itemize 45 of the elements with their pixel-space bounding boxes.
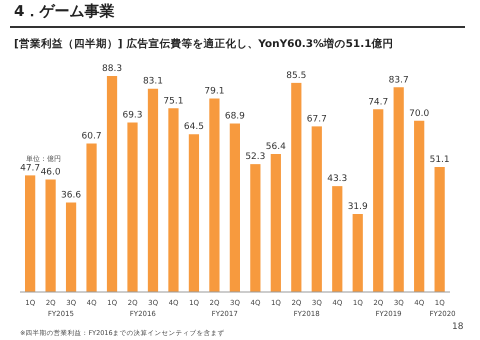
bar (332, 186, 342, 292)
data-label: 47.7 (20, 163, 40, 174)
chart-title: 4．ゲーム事業 (14, 2, 114, 21)
data-label: 52.3 (245, 152, 266, 162)
bar (127, 122, 138, 292)
data-label: 70.0 (409, 108, 430, 119)
bar (414, 120, 424, 292)
bar (394, 87, 404, 292)
data-label: 67.7 (306, 114, 327, 124)
data-label: 83.7 (388, 75, 409, 86)
data-label: 69.3 (122, 110, 143, 120)
data-label: 36.6 (61, 190, 82, 200)
bar (25, 175, 36, 292)
bar (148, 88, 158, 292)
data-label: 68.9 (224, 111, 246, 122)
bar (352, 214, 363, 292)
bar (188, 134, 200, 292)
data-label: 56.4 (266, 142, 286, 152)
data-label: 74.7 (368, 97, 388, 108)
bar (86, 144, 97, 292)
text: 18 (452, 322, 464, 332)
data-label: 46.0 (40, 167, 61, 178)
bar (168, 108, 179, 292)
bar (45, 179, 56, 292)
data-label: 51.1 (430, 155, 450, 165)
data-label: 79.1 (204, 86, 224, 97)
bar (66, 202, 76, 292)
data-label: 31.9 (348, 202, 368, 212)
data-label: 83.1 (142, 76, 163, 87)
data-label: 60.7 (82, 132, 102, 142)
bar (250, 164, 260, 292)
bar (270, 154, 281, 292)
data-label: 85.5 (286, 70, 306, 81)
bar (209, 98, 220, 292)
bar (291, 82, 302, 292)
bar (373, 109, 384, 292)
bar (106, 76, 118, 292)
data-label: 64.5 (184, 122, 204, 132)
data-label: 75.1 (163, 96, 184, 106)
bar (230, 123, 240, 292)
data-label: 43.3 (327, 174, 348, 184)
bar (312, 126, 322, 292)
bar (434, 167, 445, 292)
data-label: 88.3 (102, 64, 122, 74)
chart-subtitle: [営業利益（四半期）] 広告宣伝費等を適正化し、YonY60.3%増の51.1億円 (14, 37, 394, 51)
